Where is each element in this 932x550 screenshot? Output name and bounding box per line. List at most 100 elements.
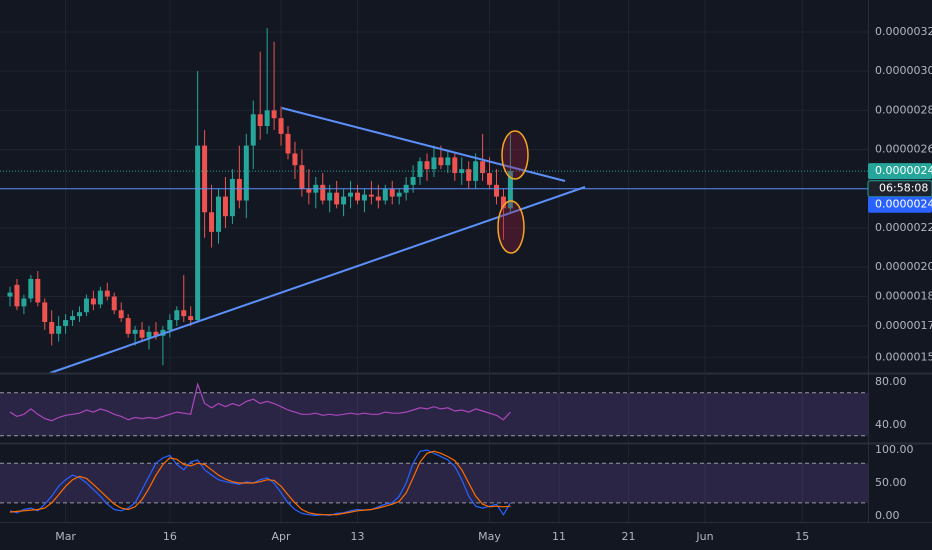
- candle-body: [77, 312, 82, 317]
- candle-body: [431, 157, 437, 170]
- y-tick-label: 40.00: [875, 418, 907, 431]
- candle-body: [334, 192, 340, 205]
- candle-body: [445, 157, 451, 166]
- candle-body: [70, 316, 76, 321]
- y-tick-label: 0.00000185: [875, 290, 932, 303]
- marks: [0, 28, 868, 517]
- x-tick-label: 16: [163, 530, 177, 543]
- candle-body: [216, 196, 221, 232]
- x-tick-label: 11: [552, 530, 566, 543]
- candle-body: [181, 310, 187, 317]
- candle-body: [195, 145, 201, 321]
- y-tick-label: 80.00: [875, 375, 907, 388]
- candle-body: [167, 320, 173, 330]
- candle-body: [368, 194, 374, 197]
- indicator-line: [9, 449, 511, 517]
- candle-body: [146, 331, 152, 338]
- candle-body: [14, 284, 20, 307]
- x-tick-label: Mar: [55, 530, 76, 543]
- candle-body: [396, 192, 402, 197]
- countdown-label: 06:58:08: [879, 182, 928, 195]
- candle-body: [250, 114, 256, 146]
- candle-body: [264, 110, 270, 127]
- candle-body: [375, 196, 381, 201]
- candle-body: [341, 196, 347, 205]
- candle-body: [229, 178, 235, 217]
- indicator-line: [9, 381, 511, 422]
- candle-body: [174, 310, 180, 321]
- candle-body: [257, 114, 263, 127]
- candle-body: [320, 184, 326, 201]
- candle-body: [139, 329, 145, 338]
- x-tick-label: 13: [351, 530, 365, 543]
- candle-body: [500, 196, 506, 209]
- candle-body: [56, 325, 62, 334]
- candle-body: [299, 165, 305, 189]
- candle-body: [507, 171, 513, 209]
- candle-body: [278, 118, 284, 134]
- candle-body: [243, 145, 249, 201]
- candle-body: [90, 298, 96, 305]
- highlight-ellipse: [497, 200, 525, 254]
- candle-body: [209, 212, 215, 232]
- candle-body: [236, 178, 242, 201]
- candle-body: [473, 161, 479, 181]
- level-band: [0, 463, 868, 503]
- hline-tag: [868, 196, 932, 213]
- candle-body: [104, 290, 110, 297]
- candle-body: [111, 296, 117, 311]
- candle-body: [83, 298, 89, 313]
- candle-body: [487, 173, 493, 185]
- x-tick-label: May: [478, 530, 501, 543]
- annotations: [0, 0, 932, 523]
- candle-body: [285, 133, 291, 154]
- candle-body: [459, 169, 465, 174]
- candle-body: [424, 161, 430, 170]
- candle-body: [222, 196, 228, 217]
- candle-body: [327, 192, 333, 201]
- y-tick-label: 0.00000154: [875, 350, 932, 363]
- last-price-tag: [868, 163, 932, 180]
- x-tick-label: 21: [622, 530, 636, 543]
- x-tick-label: 15: [795, 530, 809, 543]
- trend-line: [281, 107, 566, 182]
- candle-body: [188, 316, 194, 321]
- candle-body: [382, 188, 388, 201]
- candle-body: [452, 157, 458, 174]
- x-tick-label: Jun: [695, 530, 713, 543]
- candle-body: [63, 320, 69, 326]
- y-tick-label: 0.00: [875, 509, 900, 522]
- level-band: [0, 392, 868, 436]
- highlight-ellipse: [501, 130, 529, 180]
- candle-body: [132, 329, 138, 334]
- candle-body: [153, 331, 159, 336]
- candle-body: [466, 169, 472, 181]
- candle-body: [42, 302, 48, 323]
- candle-body: [97, 290, 103, 305]
- candle-body: [410, 176, 416, 185]
- candle-body: [271, 110, 277, 119]
- candle-body: [7, 292, 13, 297]
- candle-body: [361, 194, 367, 201]
- candle-body: [417, 161, 423, 177]
- trend-line: [49, 186, 586, 374]
- candle-body: [438, 157, 444, 166]
- candle-body: [49, 322, 55, 334]
- y-tick-label: 100.00: [875, 443, 914, 456]
- candle-body: [389, 188, 395, 197]
- y-tick-label: 50.00: [875, 476, 907, 489]
- candle-body: [480, 161, 486, 174]
- candle-body: [494, 184, 499, 197]
- candle-body: [21, 298, 27, 307]
